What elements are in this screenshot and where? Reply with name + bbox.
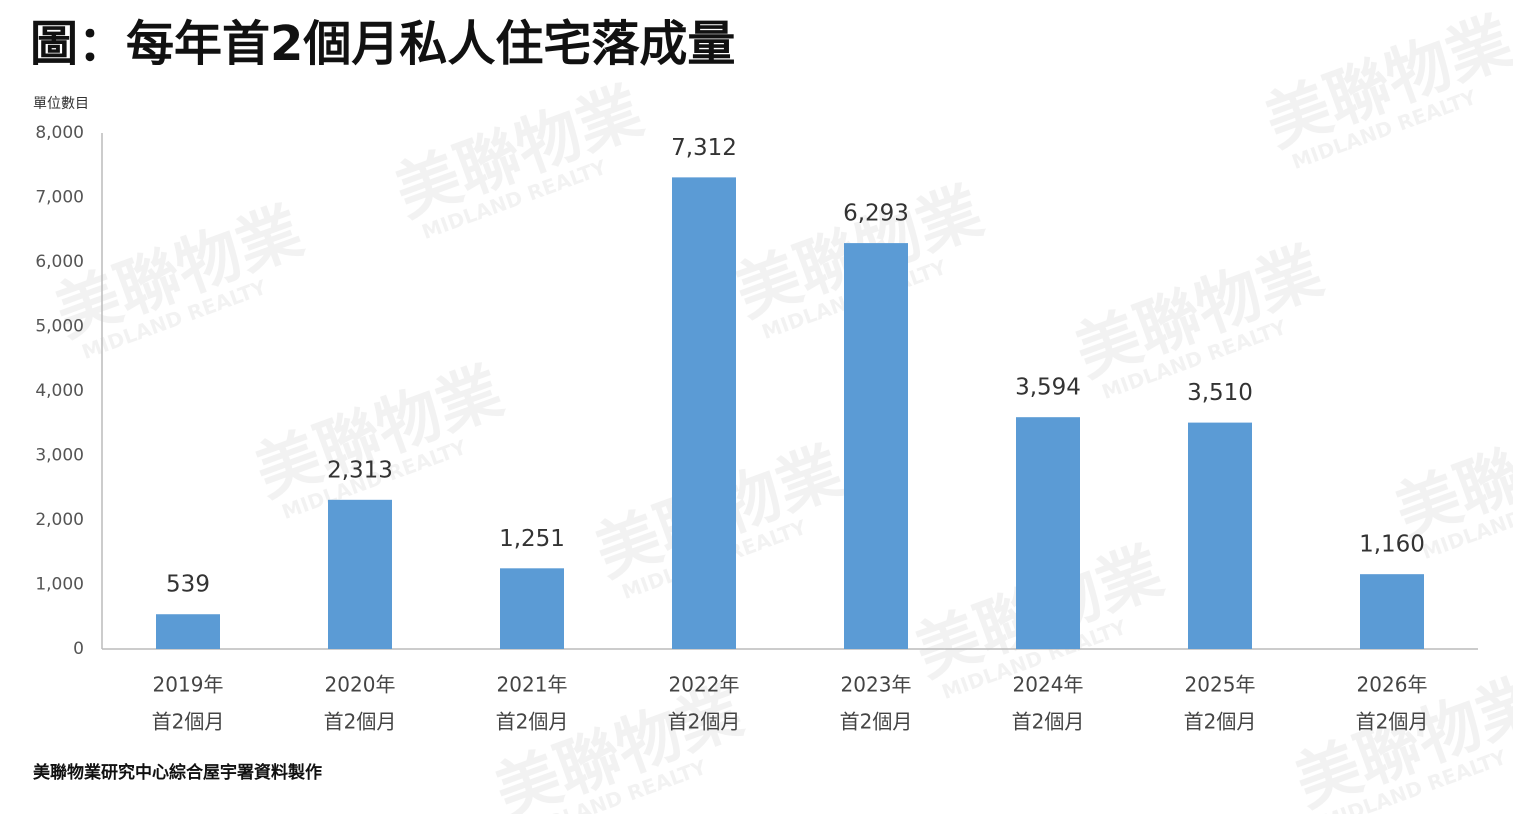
value-label: 1,251 (499, 526, 565, 552)
x-tick-label: 2019年 (153, 673, 224, 697)
x-tick-label: 2023年 (841, 673, 912, 697)
bar (328, 499, 392, 649)
y-tick-label: 0 (73, 639, 84, 659)
x-tick-label: 2022年 (669, 673, 740, 697)
x-tick-label: 首2個月 (152, 710, 225, 734)
bar (156, 614, 220, 649)
x-tick-label: 2021年 (497, 673, 568, 697)
value-label: 6,293 (843, 201, 909, 227)
value-label: 539 (166, 572, 210, 598)
x-tick-label: 首2個月 (1184, 710, 1257, 734)
x-tick-label: 2026年 (1357, 673, 1428, 697)
bar (1016, 417, 1080, 649)
bar (1360, 574, 1424, 649)
x-tick-label: 2024年 (1013, 673, 1084, 697)
y-tick-label: 2,000 (35, 510, 84, 530)
x-tick-label: 首2個月 (840, 710, 913, 734)
x-tick-label: 首2個月 (1356, 710, 1429, 734)
y-tick-label: 6,000 (35, 252, 84, 272)
x-tick-label: 首2個月 (324, 710, 397, 734)
x-tick-label: 首2個月 (1012, 710, 1085, 734)
value-label: 1,160 (1359, 532, 1425, 558)
bar (500, 568, 564, 649)
x-tick-label: 2025年 (1185, 673, 1256, 697)
value-label: 7,312 (671, 135, 737, 161)
value-label: 2,313 (327, 457, 393, 483)
bar (672, 177, 736, 649)
value-label: 3,594 (1015, 375, 1081, 401)
bar (1188, 422, 1252, 649)
value-label: 3,510 (1187, 380, 1253, 406)
bar (844, 243, 908, 649)
x-tick-label: 首2個月 (668, 710, 741, 734)
y-tick-label: 8,000 (35, 123, 84, 143)
y-axis-label: 單位數目 (33, 96, 89, 112)
y-tick-label: 7,000 (35, 188, 84, 208)
source-note: 美聯物業研究中心綜合屋宇署資料製作 (33, 762, 322, 783)
y-tick-label: 5,000 (35, 317, 84, 337)
x-tick-label: 首2個月 (496, 710, 569, 734)
y-tick-label: 4,000 (35, 381, 84, 401)
chart-title: 圖：每年首2個月私人住宅落成量 (30, 16, 735, 72)
x-tick-label: 2020年 (325, 673, 396, 697)
y-tick-label: 1,000 (35, 575, 84, 595)
y-tick-label: 3,000 (35, 446, 84, 466)
